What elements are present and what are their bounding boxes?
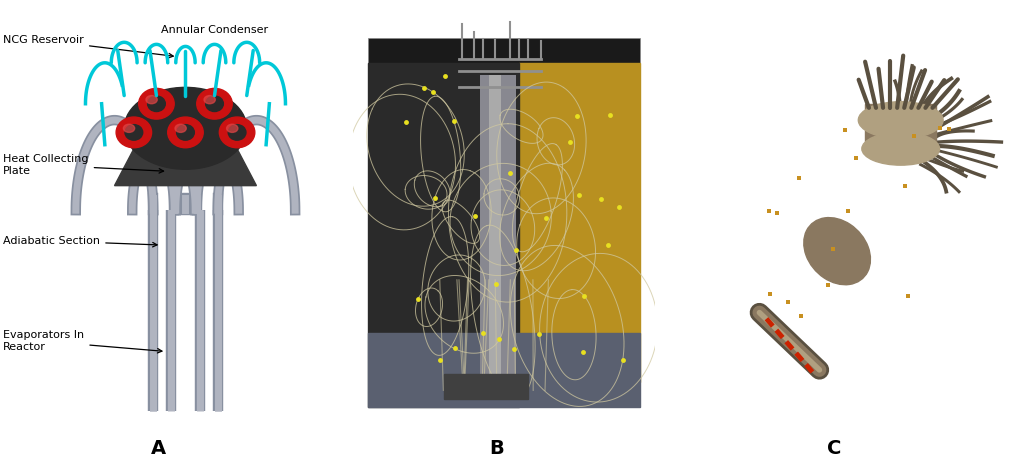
Bar (489, 75, 502, 382)
Ellipse shape (862, 132, 940, 165)
Ellipse shape (858, 102, 943, 138)
Polygon shape (519, 63, 640, 382)
Text: Annular Condenser: Annular Condenser (162, 25, 268, 35)
Bar (443, 374, 528, 399)
Text: A: A (152, 439, 166, 455)
Polygon shape (369, 333, 640, 407)
Polygon shape (369, 63, 519, 407)
Ellipse shape (219, 117, 255, 148)
Ellipse shape (124, 87, 247, 169)
Ellipse shape (138, 88, 174, 119)
Text: Evaporators In
Reactor: Evaporators In Reactor (3, 330, 162, 353)
Ellipse shape (176, 125, 195, 140)
Text: Adiabatic Section: Adiabatic Section (3, 236, 157, 247)
Ellipse shape (204, 96, 215, 104)
Bar (480, 75, 516, 382)
Ellipse shape (175, 124, 186, 132)
Ellipse shape (197, 88, 232, 119)
Ellipse shape (116, 117, 152, 148)
Ellipse shape (168, 117, 203, 148)
Text: B: B (489, 439, 504, 455)
FancyBboxPatch shape (369, 38, 640, 407)
Ellipse shape (804, 217, 870, 285)
Polygon shape (115, 136, 256, 186)
Ellipse shape (147, 96, 165, 111)
Text: NCG Reservoir: NCG Reservoir (3, 35, 173, 58)
Ellipse shape (123, 124, 135, 132)
Ellipse shape (228, 125, 246, 140)
Ellipse shape (226, 124, 238, 132)
Ellipse shape (125, 125, 142, 140)
Text: C: C (827, 439, 842, 455)
Bar (865, 104, 936, 153)
Ellipse shape (206, 96, 223, 111)
Ellipse shape (146, 96, 158, 104)
Text: Heat Collecting
Plate: Heat Collecting Plate (3, 154, 164, 176)
